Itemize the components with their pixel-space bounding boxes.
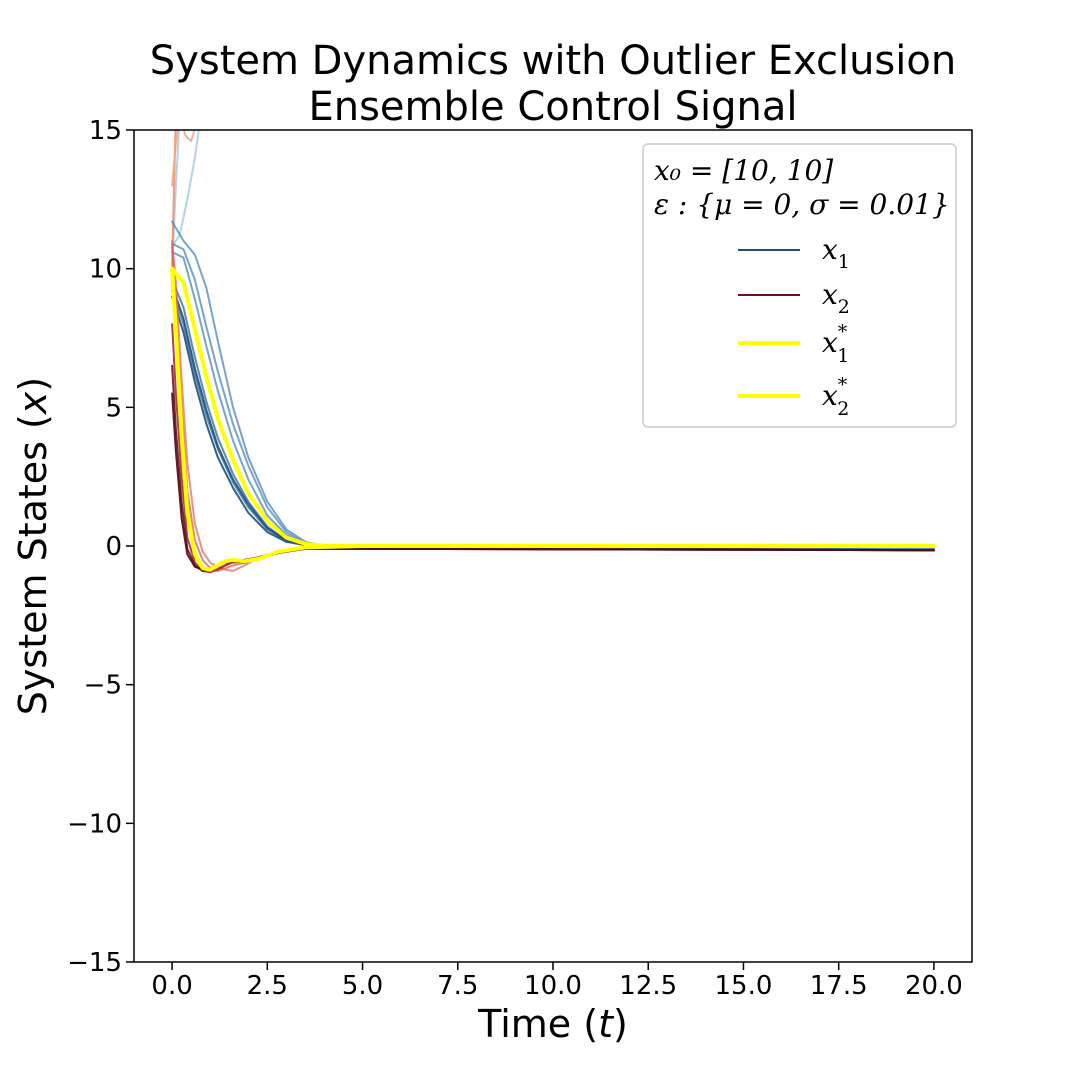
series-line-x2_outlier_b xyxy=(171,130,196,187)
series-line-x1_outlier_a xyxy=(171,130,200,248)
chart-title-line-2: Ensemble Control Signal xyxy=(308,84,797,130)
y-tick-label: −15 xyxy=(67,948,122,978)
y-tick-label: −5 xyxy=(84,671,122,701)
legend-header-initial-state: x₀ = [10, 10] xyxy=(654,154,833,187)
x-tick-label: 12.5 xyxy=(619,971,677,1001)
x-axis-label: Time (t) xyxy=(477,1002,628,1046)
chart-title-line-1: System Dynamics with Outlier Exclusion xyxy=(150,38,956,84)
x-tick-label: 7.5 xyxy=(437,971,478,1001)
y-axis-label: System States (x) xyxy=(11,377,55,715)
series-layer xyxy=(170,130,936,574)
legend-entries: x1 x2 x* 1 x* 2 xyxy=(738,233,850,420)
x-tick-label: 2.5 xyxy=(247,971,288,1001)
x-tick-label: 20.0 xyxy=(905,971,963,1001)
x-tick-label: 15.0 xyxy=(715,971,773,1001)
legend: x₀ = [10, 10] ε : {μ = 0, σ = 0.01} x1 x2… xyxy=(642,143,957,428)
legend-label-4: x* 2 xyxy=(822,374,849,420)
x-tick-label: 5.0 xyxy=(342,971,383,1001)
y-axis-ticks: −15 −10 −5 0 5 10 15 xyxy=(67,116,134,978)
y-tick-label: 10 xyxy=(89,255,122,285)
legend-label-1: x1 xyxy=(822,233,850,273)
x-axis-ticks: 0.0 2.5 5.0 7.5 10.0 12.5 15.0 17.5 20.0 xyxy=(151,962,963,1001)
y-tick-label: 0 xyxy=(105,532,122,562)
x-tick-label: 0.0 xyxy=(151,971,192,1001)
legend-label-2: x2 xyxy=(822,278,850,318)
legend-label-3: x* 1 xyxy=(822,321,849,367)
legend-header-noise: ε : {μ = 0, σ = 0.01} xyxy=(654,188,950,221)
y-tick-label: 5 xyxy=(105,393,122,423)
y-tick-label: −10 xyxy=(67,809,122,839)
series-line-x2_star xyxy=(170,266,936,572)
x-tick-label: 10.0 xyxy=(524,971,582,1001)
legend-box xyxy=(642,143,957,428)
x-tick-label: 17.5 xyxy=(810,971,868,1001)
y-tick-label: 15 xyxy=(89,116,122,146)
